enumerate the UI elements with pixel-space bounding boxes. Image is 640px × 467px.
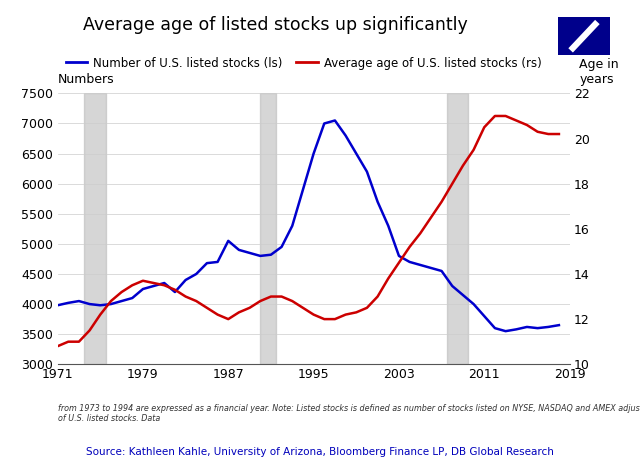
Legend: Number of U.S. listed stocks (ls), Average age of U.S. listed stocks (rs): Number of U.S. listed stocks (ls), Avera…: [61, 52, 546, 74]
Text: from 1973 to 1994 are expressed as a financial year. Note: Listed stocks is defi: from 1973 to 1994 are expressed as a fin…: [58, 404, 640, 424]
Text: Source: Kathleen Kahle, University of Arizona, Bloomberg Finance LP, DB Global R: Source: Kathleen Kahle, University of Ar…: [86, 447, 554, 457]
Bar: [447, 93, 468, 364]
Bar: [260, 93, 276, 364]
Bar: [558, 17, 610, 55]
Text: Average age of listed stocks up significantly: Average age of listed stocks up signific…: [83, 16, 468, 35]
Bar: [84, 93, 106, 364]
Text: Numbers: Numbers: [58, 73, 114, 86]
Text: Age in
years: Age in years: [579, 58, 619, 86]
